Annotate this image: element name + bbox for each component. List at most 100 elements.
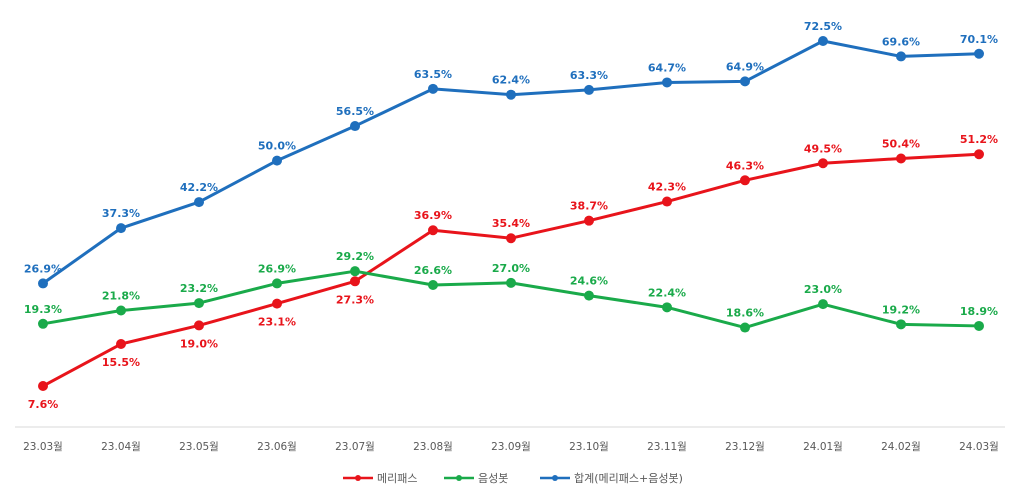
legend-item: 합계(메리패스+음성봇)	[540, 472, 683, 485]
data-point	[272, 278, 282, 289]
data-point	[194, 197, 204, 208]
data-label: 27.0%	[492, 262, 530, 275]
data-point	[38, 278, 48, 289]
data-point	[974, 149, 984, 160]
data-label: 46.3%	[726, 159, 764, 172]
data-label: 64.7%	[648, 61, 686, 74]
data-point	[896, 51, 906, 62]
data-point	[584, 290, 594, 301]
data-point	[818, 36, 828, 46]
data-label: 51.2%	[960, 133, 998, 146]
data-point	[818, 299, 828, 310]
legend-label: 음성봇	[478, 472, 508, 485]
data-point	[194, 320, 204, 331]
data-point	[38, 381, 48, 392]
x-tick-label: 23.05월	[179, 441, 219, 453]
data-point	[584, 215, 594, 226]
data-point	[740, 175, 750, 186]
data-point	[662, 77, 672, 88]
legend-item: 메리패스	[343, 472, 417, 485]
legend-marker	[552, 475, 558, 481]
data-point	[662, 196, 672, 207]
data-label: 18.6%	[726, 307, 764, 320]
data-label: 19.2%	[882, 303, 920, 316]
data-point	[506, 89, 516, 100]
data-label: 23.1%	[258, 316, 296, 329]
data-point	[350, 266, 360, 277]
data-point	[740, 76, 750, 87]
data-point	[506, 233, 516, 244]
x-tick-label: 23.08월	[413, 441, 453, 453]
data-label: 7.6%	[28, 398, 59, 411]
x-tick-label: 23.10월	[569, 441, 609, 453]
data-point	[38, 318, 48, 329]
data-label: 62.4%	[492, 74, 530, 87]
data-point	[428, 280, 438, 291]
data-label: 63.5%	[414, 68, 452, 81]
data-label: 63.3%	[570, 69, 608, 82]
data-label: 50.4%	[882, 137, 920, 150]
legend-label: 합계(메리패스+음성봇)	[574, 472, 683, 485]
data-label: 19.3%	[24, 303, 62, 316]
data-point	[584, 84, 594, 95]
data-label: 42.3%	[648, 181, 686, 194]
series-2: 19.3% 21.8% 23.2% 26.9% 29.2% 26.6% 27.0% 24.6%…	[24, 250, 998, 333]
data-point	[896, 153, 906, 164]
data-label: 69.6%	[882, 35, 920, 48]
x-tick-label: 23.09월	[491, 441, 531, 453]
data-label: 50.0%	[258, 140, 296, 153]
data-label: 36.9%	[414, 209, 452, 222]
x-tick-label: 23.12월	[725, 441, 765, 453]
x-tick-label: 23.04월	[101, 441, 141, 453]
x-tick-label: 23.11월	[647, 441, 687, 453]
x-tick-label: 23.06월	[257, 441, 297, 453]
data-label: 29.2%	[336, 250, 374, 263]
data-label: 38.7%	[570, 200, 608, 213]
legend-item: 음성봇	[444, 472, 508, 485]
data-label: 23.0%	[804, 283, 842, 296]
legend-label: 메리패스	[377, 472, 417, 485]
data-point	[662, 302, 672, 313]
data-label: 70.1%	[960, 33, 998, 46]
data-point	[116, 305, 126, 316]
data-label: 49.5%	[804, 142, 842, 155]
x-tick-label: 24.03월	[959, 441, 999, 453]
data-label: 15.5%	[102, 356, 140, 369]
data-label: 19.0%	[180, 337, 218, 350]
data-label: 26.9%	[258, 262, 296, 275]
data-point	[194, 298, 204, 309]
data-label: 26.6%	[414, 264, 452, 277]
data-label: 23.2%	[180, 282, 218, 295]
data-point	[116, 223, 126, 234]
data-label: 35.4%	[492, 217, 530, 230]
data-point	[350, 276, 360, 287]
x-tick-label: 23.07월	[335, 441, 375, 453]
data-point	[428, 83, 438, 94]
data-label: 72.5%	[804, 20, 842, 33]
data-point	[818, 158, 828, 169]
data-label: 27.3%	[336, 293, 374, 306]
legend: 메리패스 음성봇 합계(메리패스+음성봇)	[343, 472, 683, 485]
data-label: 37.3%	[102, 207, 140, 220]
data-label: 26.9%	[24, 262, 62, 275]
data-point	[974, 320, 984, 331]
data-label: 24.6%	[570, 275, 608, 288]
data-label: 21.8%	[102, 290, 140, 303]
data-label: 22.4%	[648, 286, 686, 299]
data-label: 42.2%	[180, 181, 218, 194]
data-label: 18.9%	[960, 305, 998, 318]
x-tick-label: 24.02월	[881, 441, 921, 453]
legend-marker	[355, 475, 361, 481]
data-label: 56.5%	[336, 105, 374, 118]
data-point	[116, 339, 126, 350]
data-point	[740, 322, 750, 333]
data-point	[272, 155, 282, 166]
data-point	[896, 319, 906, 330]
legend-marker	[456, 475, 462, 481]
x-tick-label: 23.03월	[23, 441, 63, 453]
data-point	[506, 277, 516, 288]
data-point	[974, 48, 984, 59]
data-point	[272, 298, 282, 309]
data-label: 64.9%	[726, 60, 764, 73]
